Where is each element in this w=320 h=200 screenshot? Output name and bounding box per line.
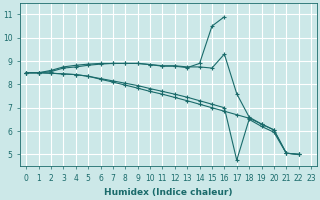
X-axis label: Humidex (Indice chaleur): Humidex (Indice chaleur) (104, 188, 233, 197)
